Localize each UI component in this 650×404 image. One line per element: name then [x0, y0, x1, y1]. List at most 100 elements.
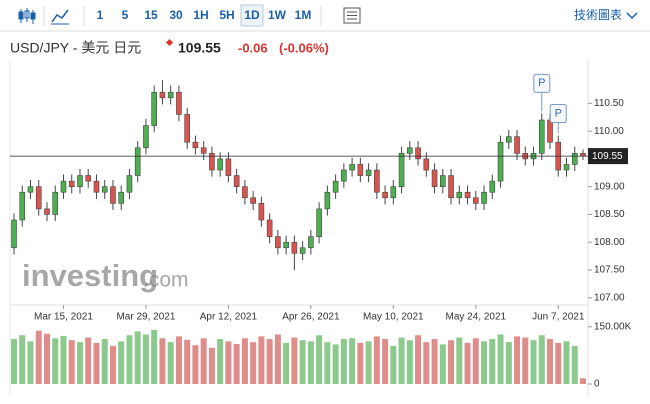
chart-menu[interactable]: 技術圖表: [574, 8, 622, 22]
interval-button[interactable]: 1H: [193, 8, 208, 22]
volume-bar: [316, 335, 323, 384]
candle-body: [44, 208, 50, 215]
candle-body: [357, 164, 364, 176]
volume-bar: [538, 335, 545, 384]
volume-bar: [324, 342, 331, 384]
interval-button[interactable]: 15: [144, 8, 158, 22]
volume-bar: [481, 341, 488, 384]
candle-body: [217, 158, 223, 171]
volume-bar: [225, 341, 232, 384]
y-tick-label: 108.00: [594, 237, 625, 248]
volume-bar: [175, 336, 182, 384]
volume-bar: [241, 338, 248, 384]
annotation-label[interactable]: P: [555, 107, 562, 119]
candle-body: [143, 125, 149, 149]
volume-bar: [472, 338, 479, 384]
candle-body: [571, 153, 578, 165]
annotation-label[interactable]: P: [538, 77, 545, 89]
indicator-icon[interactable]: [343, 7, 361, 24]
candle-body: [365, 169, 372, 176]
volume-bar: [580, 378, 586, 384]
y-tick-label: 110.00: [594, 126, 624, 137]
volume-bar: [192, 345, 199, 384]
volume-bar: [431, 339, 438, 384]
volume-bar: [390, 345, 397, 384]
volume-bar: [142, 334, 149, 384]
candle-body: [431, 169, 438, 187]
candle-body: [233, 175, 240, 187]
volume-bar: [489, 339, 496, 384]
candle-body: [563, 164, 570, 171]
candle-body: [200, 147, 207, 154]
volume-bar: [43, 333, 50, 384]
volume-bar: [439, 344, 446, 384]
volume-bar: [250, 342, 257, 384]
volume-bar: [423, 342, 430, 384]
change-percent: (-0.06%): [279, 40, 329, 55]
x-tick-label: Mar 15, 2021: [34, 312, 93, 323]
candle-body: [514, 136, 520, 154]
selected-interval-box: [240, 4, 264, 27]
interval-button[interactable]: 1: [97, 8, 104, 22]
volume-bar: [340, 339, 347, 384]
candle-body: [489, 180, 496, 193]
volume-bar: [299, 340, 306, 384]
volume-bar: [291, 337, 298, 384]
candle-body: [308, 236, 314, 249]
line-icon[interactable]: [51, 9, 69, 25]
candle-body: [209, 153, 215, 171]
candle-body: [456, 191, 463, 199]
annotation-box[interactable]: [533, 73, 551, 93]
candle-body: [11, 219, 17, 249]
pair-title: USD/JPY - 美元 日元: [10, 40, 141, 56]
annotation-box[interactable]: [549, 104, 567, 124]
y-tick-label: 110.50: [594, 98, 624, 109]
interval-button[interactable]: 30: [169, 8, 183, 22]
candle-body: [176, 91, 182, 115]
change: -0.06: [238, 40, 268, 55]
volume-bar: [365, 341, 372, 384]
volume-bar: [530, 340, 537, 384]
candle-body: [332, 180, 339, 193]
volume-bar: [415, 335, 422, 384]
interval-button[interactable]: 5: [122, 8, 129, 22]
volume-bar: [126, 335, 133, 384]
volume-bar: [307, 341, 314, 384]
volume-bar: [11, 339, 17, 384]
volume-bar: [200, 338, 207, 384]
y-tick-label: 107.50: [594, 265, 625, 276]
y-tick-label: 109.00: [594, 181, 625, 192]
last-price: 109.55: [178, 40, 221, 56]
candle-body: [19, 191, 26, 221]
candle-body: [192, 141, 199, 149]
volume-bar: [357, 342, 364, 384]
menu-arrow[interactable]: [626, 12, 638, 20]
candle-body: [266, 219, 273, 237]
volume-bar: [19, 335, 26, 384]
candle-body: [291, 241, 298, 254]
volume-bar: [208, 347, 215, 384]
volume-bar: [456, 337, 463, 384]
toolbar: [0, 0, 650, 31]
candle-body: [35, 186, 42, 210]
candle-icon[interactable]: [18, 8, 36, 24]
x-tick-label: Apr 26, 2021: [282, 312, 340, 323]
candle-body: [374, 169, 380, 193]
candle-body: [407, 147, 413, 154]
volume-bar: [514, 336, 521, 384]
interval-button[interactable]: 1M: [295, 8, 312, 22]
candle-body: [275, 236, 281, 249]
volume-bar: [406, 340, 413, 384]
interval-button[interactable]: 5H: [219, 8, 234, 22]
interval-button[interactable]: 1D: [244, 8, 260, 22]
candle-body: [52, 191, 59, 215]
watermark-domain: .com: [143, 269, 189, 292]
volume-bar: [283, 342, 290, 384]
candle-body: [77, 175, 83, 187]
candle-body: [258, 203, 265, 221]
candle-body: [497, 141, 504, 182]
interval-button[interactable]: 1W: [268, 8, 287, 22]
candle-body: [448, 175, 454, 199]
candle-body: [472, 197, 479, 204]
